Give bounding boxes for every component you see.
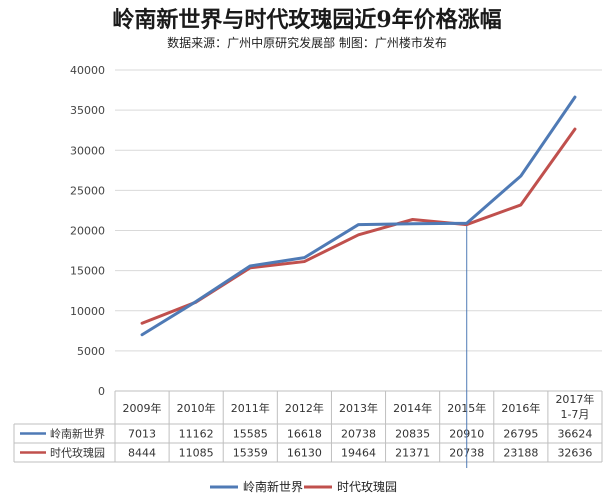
x-category-label: 2017年 1-7月 — [555, 392, 594, 421]
data-label: 19464 — [341, 447, 376, 460]
data-label: 21371 — [395, 447, 430, 460]
data-label: 7013 — [128, 428, 156, 441]
data-label: 23188 — [503, 447, 538, 460]
data-table: 2009年 2010年 2011年 2012年 2013年 2014年 2015年 2016年… — [13, 391, 603, 463]
x-category-label: 2016年 — [501, 401, 540, 415]
legend-label: 岭南新世界 — [243, 479, 303, 494]
data-label: 16618 — [287, 428, 322, 441]
y-tick-label: 20000 — [70, 225, 105, 238]
y-tick-label: 30000 — [70, 144, 105, 157]
x-category-label: 2011年 — [231, 401, 270, 415]
data-label: 26795 — [503, 428, 538, 441]
y-tick-label: 0 — [98, 385, 105, 398]
y-tick-label: 40000 — [70, 64, 105, 77]
y-tick-label: 25000 — [70, 184, 105, 197]
data-label: 20738 — [341, 428, 376, 441]
y-tick-label: 5000 — [77, 345, 105, 358]
data-label: 36624 — [557, 428, 592, 441]
y-axis: 0 5000 10000 15000 20000 25000 30000 35000 40000 — [70, 64, 105, 398]
table-series-name: 时代玫瑰园 — [50, 446, 105, 460]
chart-title: 岭南新世界与时代玫瑰园近9年价格涨幅 — [112, 7, 501, 33]
y-tick-label: 15000 — [70, 265, 105, 278]
series-lines — [140, 95, 577, 468]
data-label: 16130 — [287, 447, 322, 460]
x-category-label: 2013年 — [339, 401, 378, 415]
data-label: 11162 — [179, 428, 214, 441]
legend: 岭南新世界 时代玫瑰园 — [210, 479, 397, 494]
x-category-label: 2009年 — [123, 401, 162, 415]
legend-label: 时代玫瑰园 — [337, 479, 397, 494]
data-label: 15585 — [233, 428, 268, 441]
x-category-label: 2012年 — [285, 401, 324, 415]
y-tick-label: 35000 — [70, 104, 105, 117]
x-category-label: 2014年 — [393, 401, 432, 415]
data-label: 8444 — [128, 447, 156, 460]
x-category-label: 2010年 — [177, 401, 216, 415]
y-tick-label: 10000 — [70, 305, 105, 318]
series-line — [140, 95, 577, 337]
gridlines — [115, 69, 602, 392]
table-series-name: 岭南新世界 — [50, 427, 105, 441]
data-label: 32636 — [557, 447, 592, 460]
chart-subtitle: 数据来源：广州中原研究发展部 制图：广州楼市发布 — [167, 35, 447, 50]
data-label: 15359 — [233, 447, 268, 460]
data-label: 20835 — [395, 428, 430, 441]
data-label: 11085 — [179, 447, 214, 460]
